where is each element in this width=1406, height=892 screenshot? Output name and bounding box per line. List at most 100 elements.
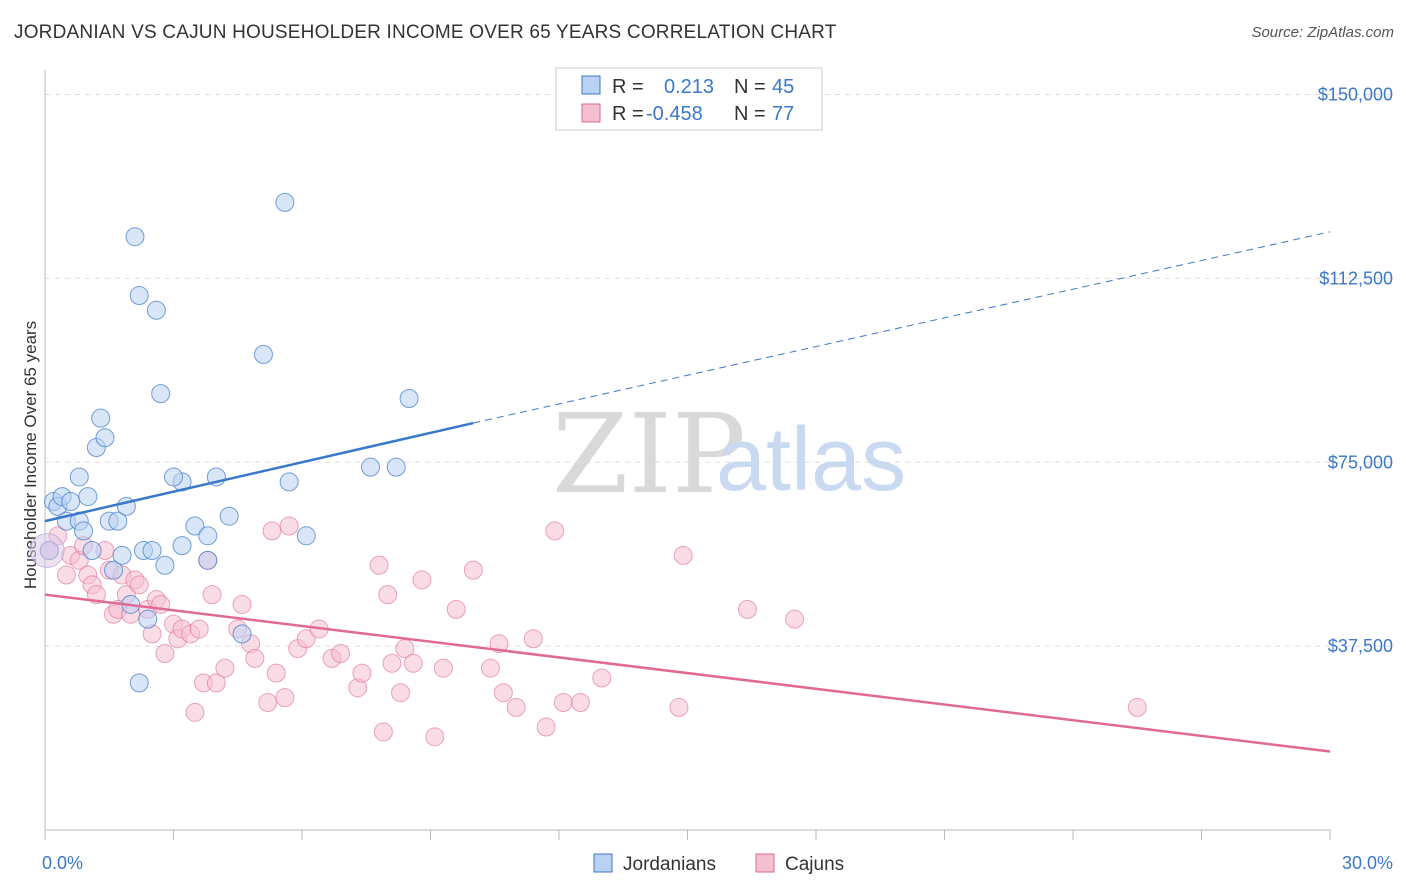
cajun-point-65: [506, 697, 526, 717]
cajun-point-59: [433, 658, 453, 678]
cajun-point-60: [446, 599, 466, 619]
jordanian-point-11: [91, 408, 111, 428]
jordanian-point-33: [198, 526, 218, 546]
cajun-point-62: [480, 658, 500, 678]
legend-r-value-1: 0.213: [664, 76, 714, 98]
jordanian-point-9: [82, 541, 102, 561]
cajun-point-69: [553, 693, 573, 713]
jordanian-point-17: [112, 545, 132, 565]
cajun-point-76: [1127, 697, 1147, 717]
jordanian-point-22: [129, 673, 149, 693]
legend-n-label-1: N =: [734, 76, 766, 98]
jordanian-point-36: [232, 624, 252, 644]
jordanian-point-24: [138, 609, 158, 629]
cajun-point-72: [669, 697, 689, 717]
jordanian-point-42: [386, 457, 406, 477]
cajun-point-52: [378, 585, 398, 605]
chart-title: JORDANIAN VS CAJUN HOUSEHOLDER INCOME OV…: [14, 22, 837, 43]
bottom-legend: Jordanians Cajuns: [593, 853, 844, 875]
jordanian-point-32: [198, 550, 218, 570]
jordanian-point-40: [296, 526, 316, 546]
cajun-trend-line: [44, 593, 1331, 753]
jordanian-point-20: [125, 227, 145, 247]
legend-swatch-cajun: [581, 103, 601, 123]
cajun-point-57: [412, 570, 432, 590]
cajun-point-71: [592, 668, 612, 688]
chart-source: Source: ZipAtlas.com: [1251, 24, 1394, 41]
cajun-point-75: [785, 609, 805, 629]
cajun-point-35: [232, 594, 252, 614]
cajun-point-47: [331, 643, 351, 663]
jordanian-point-27: [151, 384, 171, 404]
jordanian-trend-line: [44, 421, 474, 523]
x-tick-label-0: 0.0%: [42, 853, 83, 873]
jordanian-point-39: [279, 472, 299, 492]
cajun-point-50: [369, 555, 389, 575]
jordanian-point-25: [142, 541, 162, 561]
jordanian-point-28: [155, 555, 175, 575]
cajun-point-61: [463, 560, 483, 580]
jordanian-point-5: [61, 491, 81, 511]
legend-swatch-jordanian: [581, 75, 601, 95]
jordanian-point-41: [361, 457, 381, 477]
cajun-point-68: [545, 521, 565, 541]
cajun-point-63: [489, 634, 509, 654]
watermark-zip: ZIP: [552, 390, 746, 518]
jordanian-point-15: [104, 560, 124, 580]
cajun-point-17: [129, 575, 149, 595]
cajun-point-40: [266, 663, 286, 683]
jordanian-point-29: [172, 536, 192, 556]
jordanian-point-35: [219, 506, 239, 526]
axes: [44, 70, 1331, 840]
cajun-point-54: [391, 683, 411, 703]
jordanian-point-26: [146, 300, 166, 320]
jordanian-point-43: [399, 389, 419, 409]
cajun-point-31: [202, 585, 222, 605]
y-tick-label-3: $150,000: [1318, 85, 1393, 105]
cajun-point-39: [262, 521, 282, 541]
bottom-swatch-cajun: [755, 853, 775, 873]
cajun-point-51: [373, 722, 393, 742]
cajun-point-64: [493, 683, 513, 703]
cajun-point-53: [382, 653, 402, 673]
jordanian-point-13: [69, 467, 89, 487]
y-tick-label-2: $112,500: [1319, 268, 1393, 288]
x-tick-label-1: 30.0%: [1342, 853, 1393, 873]
bottom-swatch-jordanian: [593, 853, 613, 873]
cajun-point-73: [673, 545, 693, 565]
cajun-point-33: [215, 658, 235, 678]
legend-r-value-2: -0.458: [646, 103, 703, 125]
jordanian-point-21: [129, 286, 149, 306]
cajun-point-41: [275, 688, 295, 708]
trend-lines: [44, 231, 1331, 753]
cajun-point-32: [206, 673, 226, 693]
cajun-point-49: [352, 663, 372, 683]
jordanian-trend-extension: [473, 231, 1331, 424]
cajun-point-70: [570, 693, 590, 713]
legend-n-value-1: 45: [772, 76, 794, 98]
overlap-point: [29, 533, 65, 569]
cajun-point-44: [296, 629, 316, 649]
cajun-points: [39, 516, 1147, 747]
jordanian-point-38: [275, 192, 295, 212]
jordanian-point-44: [164, 467, 183, 487]
jordanian-points: [29, 192, 419, 693]
jordanian-point-16: [108, 511, 128, 531]
bottom-legend-jordanian: Jordanians: [623, 854, 716, 875]
cajun-point-37: [245, 648, 265, 668]
top-legend: R = 0.213 N = 45 R = -0.458 N = 77: [555, 67, 823, 131]
cajun-point-66: [523, 629, 543, 649]
cajun-point-74: [737, 599, 757, 619]
watermark-atlas: atlas: [716, 410, 906, 510]
cajun-point-38: [258, 693, 278, 713]
legend-n-value-2: 77: [772, 103, 794, 125]
jordanian-point-31: [185, 516, 205, 536]
cajun-point-22: [155, 643, 175, 663]
jordanian-point-7: [74, 521, 94, 541]
cajun-point-42: [279, 516, 299, 536]
y-tick-labels: $37,500 $75,000 $112,500 $150,000: [1318, 85, 1393, 657]
cajun-point-58: [425, 727, 445, 747]
y-tick-label-0: $37,500: [1328, 636, 1393, 656]
jordanian-point-8: [78, 487, 98, 507]
